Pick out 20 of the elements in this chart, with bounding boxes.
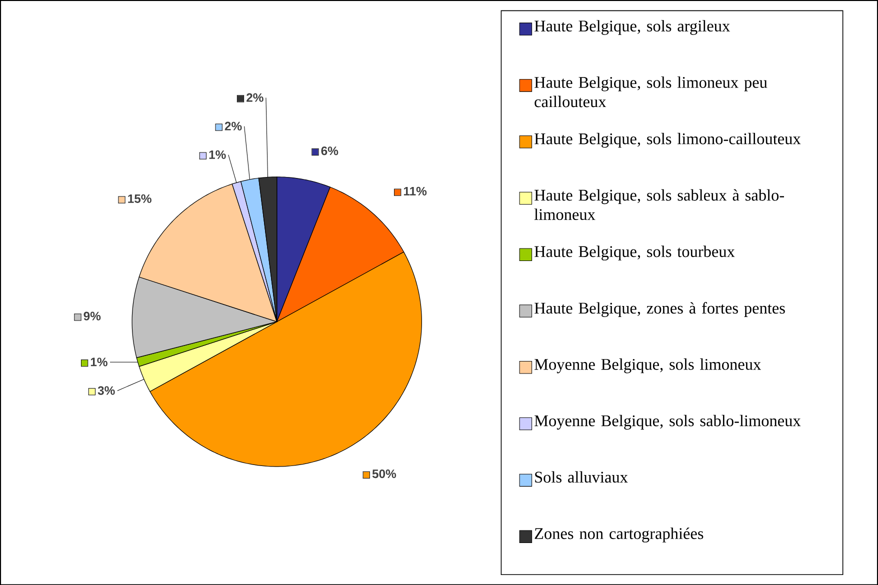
data-label: 3% [98,386,115,395]
legend-label: Haute Belgique, sols limoneux peu caillouteux [534,76,768,108]
data-label: 9% [84,312,101,320]
legend-label: Haute Belgique, sols tourbeux [534,245,735,260]
legend-label: Haute Belgique, sols sableux à sablo-limoneux [534,189,784,220]
legend-label: Sols alluviaux [535,471,628,482]
legend-label: Haute Belgique, zones à fortes pentes [534,302,785,317]
data-label: 2% [224,122,242,130]
data-label: 11% [404,186,427,196]
data-label: 50% [372,469,396,478]
data-label: 1% [209,150,226,159]
legend-label: Zones non cartographiées [534,527,704,542]
legend-label: Moyenne Belgique, sols limoneux [534,358,761,374]
data-label: 2% [246,93,264,102]
legend-label: Haute Belgique, sols limono-caillouteux [534,132,801,148]
legend-label: Moyenne Belgique, sols sablo-limoneux [534,414,801,430]
data-label: 6% [321,146,338,155]
data-label: 1% [90,358,108,366]
data-label: 15% [128,194,152,203]
legend-label: Haute Belgique, sols argileux [534,20,730,35]
